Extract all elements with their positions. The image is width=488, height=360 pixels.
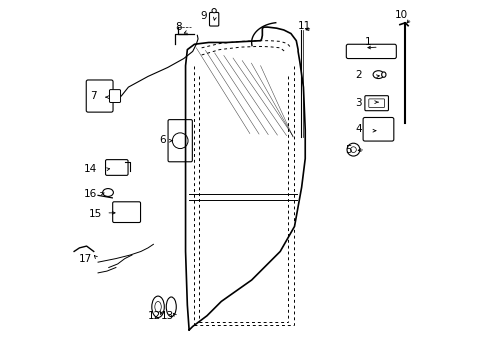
Ellipse shape [155, 301, 161, 312]
Text: 3: 3 [354, 98, 361, 108]
Ellipse shape [151, 296, 164, 318]
Circle shape [346, 143, 359, 156]
Text: 14: 14 [83, 163, 97, 174]
Text: 4: 4 [355, 124, 362, 134]
Text: 12: 12 [147, 311, 161, 321]
Ellipse shape [102, 189, 113, 197]
FancyBboxPatch shape [105, 159, 128, 175]
Text: 15: 15 [88, 209, 102, 219]
Text: 10: 10 [394, 10, 407, 20]
Circle shape [172, 133, 188, 149]
Text: 17: 17 [79, 253, 92, 264]
Text: 9: 9 [200, 11, 206, 21]
Text: 16: 16 [83, 189, 97, 199]
FancyBboxPatch shape [109, 90, 121, 103]
Text: 1: 1 [364, 37, 370, 48]
FancyBboxPatch shape [209, 13, 218, 26]
FancyBboxPatch shape [368, 99, 384, 108]
Ellipse shape [381, 72, 385, 77]
Text: 6: 6 [160, 135, 166, 145]
Text: 13: 13 [160, 311, 173, 321]
FancyBboxPatch shape [346, 44, 395, 59]
Text: 7: 7 [90, 91, 97, 101]
Circle shape [212, 9, 216, 13]
FancyBboxPatch shape [112, 202, 140, 222]
Text: 2: 2 [355, 69, 362, 80]
FancyBboxPatch shape [364, 96, 387, 111]
Text: 11: 11 [297, 21, 310, 31]
FancyBboxPatch shape [363, 117, 393, 141]
Text: 5: 5 [344, 145, 351, 155]
Ellipse shape [372, 71, 383, 78]
FancyBboxPatch shape [86, 80, 113, 112]
Ellipse shape [166, 297, 176, 317]
Text: 8: 8 [175, 22, 182, 32]
Circle shape [350, 147, 356, 153]
FancyBboxPatch shape [168, 120, 192, 162]
